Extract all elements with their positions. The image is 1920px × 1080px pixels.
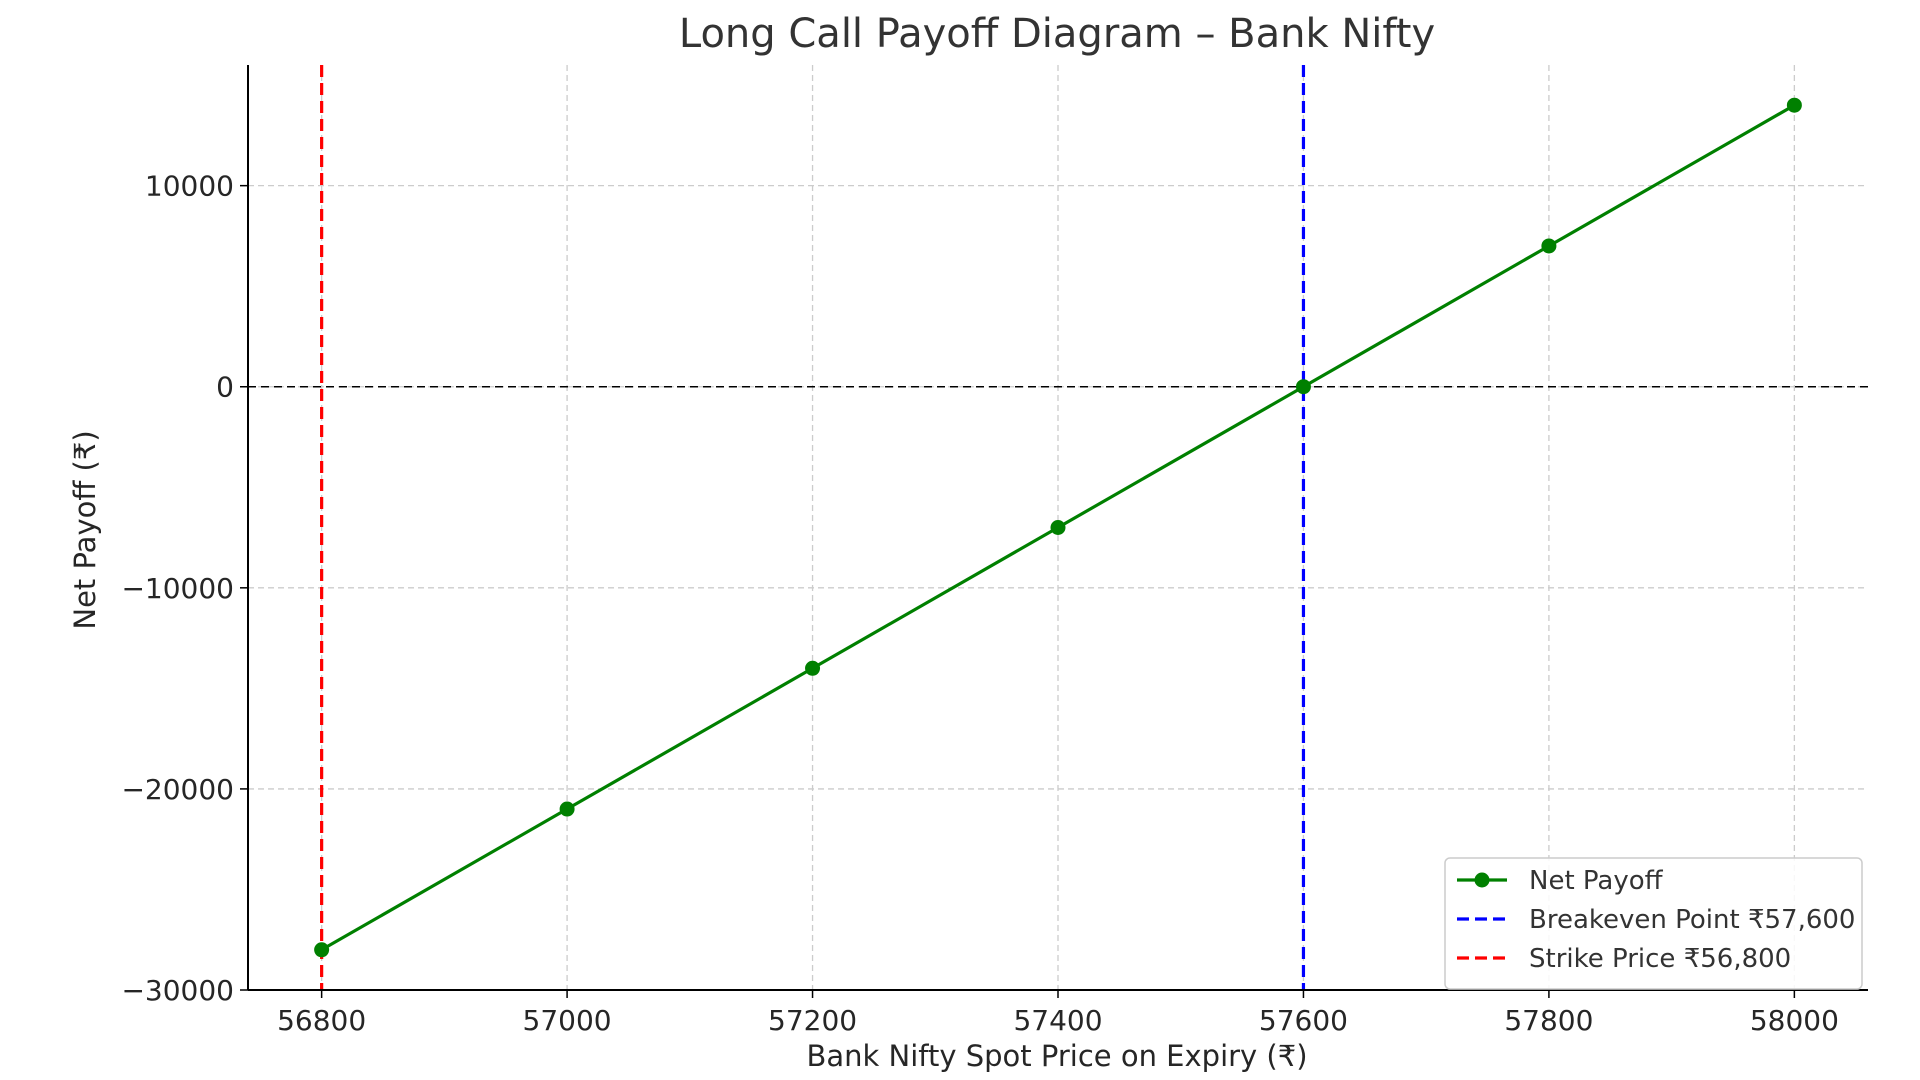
y-tick-label-3: 0 <box>216 371 234 404</box>
legend: Net Payoff Breakeven Point ₹57,600 Strike … <box>1444 857 1863 990</box>
x-tick-label-2: 57200 <box>768 1004 857 1037</box>
y-tick-label-4: 10000 <box>145 170 234 203</box>
legend-label-2: Strike Price ₹56,800 <box>1529 944 1791 974</box>
legend-box <box>1444 857 1863 990</box>
reference-lines <box>248 65 1868 990</box>
data-point-3 <box>1050 520 1066 535</box>
chart-title: Long Call Payoff Diagram – Bank Nifty <box>679 11 1435 57</box>
data-point-1 <box>559 801 575 817</box>
axes <box>240 65 1868 998</box>
legend-label-0: Net Payoff <box>1529 866 1664 896</box>
data-point-4 <box>1295 379 1311 395</box>
series-group <box>314 97 1802 958</box>
legend-marker-0 <box>1474 872 1490 888</box>
x-tick-label-1: 57000 <box>523 1004 612 1037</box>
y-axis-label: Net Payoff (₹) <box>68 430 102 629</box>
y-tick-label-1: −20000 <box>121 773 234 806</box>
x-tick-label-0: 56800 <box>277 1004 366 1037</box>
x-tick-label-5: 57800 <box>1504 1004 1593 1037</box>
x-axis-label: Bank Nifty Spot Price on Expiry (₹) <box>806 1039 1307 1073</box>
data-point-6 <box>1786 97 1802 113</box>
y-tick-label-2: −10000 <box>121 572 234 605</box>
data-point-0 <box>314 942 330 958</box>
legend-label-1: Breakeven Point ₹57,600 <box>1529 905 1855 935</box>
data-point-5 <box>1541 238 1557 254</box>
data-point-2 <box>805 660 821 676</box>
tick-labels: 56800 57000 57200 57400 57600 57800 58000 −3000… <box>121 170 1838 1037</box>
y-tick-label-0: −30000 <box>121 974 234 1007</box>
x-tick-label-3: 57400 <box>1013 1004 1102 1037</box>
x-tick-label-6: 58000 <box>1750 1004 1839 1037</box>
x-tick-label-4: 57600 <box>1259 1004 1348 1037</box>
